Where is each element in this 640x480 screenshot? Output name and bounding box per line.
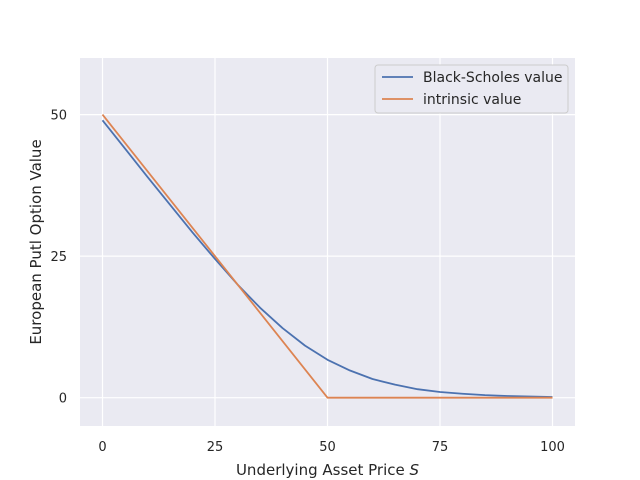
legend: Black-Scholes value intrinsic value [374, 64, 569, 114]
legend-label-intrinsic: intrinsic value [423, 92, 521, 108]
x-axis-label-text: Underlying Asset Price [236, 461, 410, 479]
y-tick-label: 0 [59, 392, 67, 407]
series-line-1 [101, 114, 553, 399]
series-lines [101, 114, 553, 399]
x-tick-label: 75 [432, 440, 449, 455]
y-tick-labels: 0 25 50 [50, 109, 67, 407]
y-tick-label: 50 [50, 109, 67, 124]
x-tick-labels: 0 25 50 75 100 [98, 440, 565, 455]
legend-box [374, 64, 569, 114]
x-tick-label: 25 [207, 440, 224, 455]
legend-label-black-scholes: Black-Scholes value [423, 70, 562, 86]
x-axis-label: Underlying Asset Price S [236, 461, 420, 479]
x-tick-label: 100 [540, 440, 565, 455]
series-line-0 [101, 119, 553, 398]
x-tick-label: 0 [98, 440, 106, 455]
x-tick-label: 50 [319, 440, 336, 455]
y-axis-label: European Putl Option Value [27, 139, 45, 344]
y-tick-label: 25 [50, 250, 67, 265]
x-axis-label-symbol: S [410, 461, 420, 479]
